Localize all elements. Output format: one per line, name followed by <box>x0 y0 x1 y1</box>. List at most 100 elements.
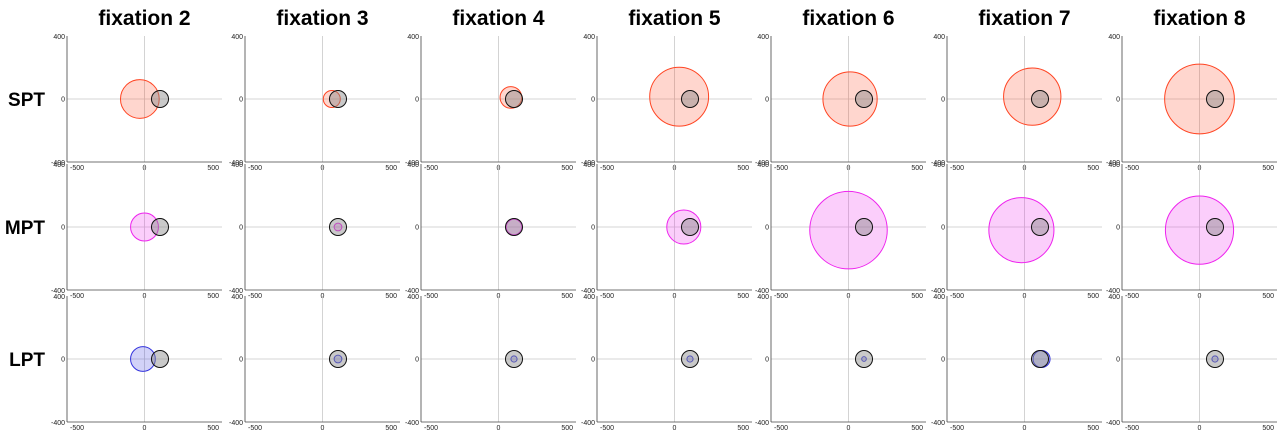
data-circle-lpt-f4 <box>510 355 518 363</box>
x-tick-left-spt-f6: -500 <box>774 165 788 172</box>
data-circle-mpt-f8 <box>1164 195 1235 265</box>
column-header-3: fixation 3 <box>276 7 368 30</box>
reference-circle-mpt-f7 <box>1030 217 1050 237</box>
x-tick-right-lpt-f2: 500 <box>207 425 219 432</box>
x-tick-right-lpt-f7: 500 <box>1087 425 1099 432</box>
y-tick-bottom-spt-f8: -400 <box>1106 160 1120 167</box>
data-circle-spt-f4 <box>499 86 523 109</box>
reference-circle-mpt-f8 <box>1205 217 1225 237</box>
y-tick-top-lpt-f8: 400 <box>1108 294 1120 301</box>
y-tick-zero-spt-f4: 0 <box>415 97 419 104</box>
x-tick-right-mpt-f7: 500 <box>1087 293 1099 300</box>
x-tick-left-spt-f3: -500 <box>248 165 262 172</box>
reference-circle-spt-f4 <box>504 89 524 109</box>
x-tick-right-lpt-f6: 500 <box>911 425 923 432</box>
y-tick-top-lpt-f2: 400 <box>53 294 65 301</box>
x-tick-left-spt-f5: -500 <box>600 165 614 172</box>
data-circle-mpt-f2 <box>130 212 159 242</box>
y-tick-zero-lpt-f2: 0 <box>61 357 65 364</box>
y-tick-top-spt-f8: 400 <box>1108 34 1120 41</box>
y-tick-bottom-mpt-f4: -400 <box>405 288 419 295</box>
reference-circle-lpt-f3 <box>328 349 348 369</box>
y-tick-bottom-mpt-f2: -400 <box>51 288 65 295</box>
reference-circle-lpt-f5 <box>680 349 700 369</box>
y-tick-top-lpt-f6: 400 <box>757 294 769 301</box>
y-tick-top-mpt-f6: 400 <box>757 162 769 169</box>
y-tick-bottom-mpt-f8: -400 <box>1106 288 1120 295</box>
x-tick-right-spt-f2: 500 <box>207 165 219 172</box>
x-tick-left-lpt-f8: -500 <box>1125 425 1139 432</box>
y-tick-bottom-spt-f6: -400 <box>755 160 769 167</box>
y-tick-zero-spt-f8: 0 <box>1116 97 1120 104</box>
reference-circle-lpt-f6 <box>854 349 874 369</box>
column-header-2: fixation 2 <box>98 7 190 30</box>
y-tick-bottom-spt-f7: -400 <box>931 160 945 167</box>
y-tick-zero-mpt-f4: 0 <box>415 225 419 232</box>
data-circle-mpt-f3 <box>333 222 343 232</box>
y-tick-zero-mpt-f3: 0 <box>239 225 243 232</box>
row-label-spt: SPT <box>8 90 45 111</box>
x-tick-right-mpt-f8: 500 <box>1262 293 1274 300</box>
x-tick-left-lpt-f5: -500 <box>600 425 614 432</box>
reference-circle-mpt-f2 <box>150 217 170 237</box>
y-tick-bottom-lpt-f5: -400 <box>581 420 595 427</box>
data-circle-lpt-f5 <box>686 355 694 363</box>
y-tick-zero-lpt-f4: 0 <box>415 357 419 364</box>
column-header-8: fixation 8 <box>1153 7 1246 30</box>
x-tick-zero-lpt-f5: 0 <box>673 425 677 432</box>
y-tick-bottom-spt-f5: -400 <box>581 160 595 167</box>
data-circle-spt-f2 <box>119 79 160 119</box>
y-tick-bottom-lpt-f3: -400 <box>229 420 243 427</box>
x-tick-left-lpt-f4: -500 <box>424 425 438 432</box>
x-tick-left-mpt-f8: -500 <box>1125 293 1139 300</box>
y-tick-zero-lpt-f5: 0 <box>591 357 595 364</box>
data-circle-lpt-f3 <box>333 354 343 364</box>
data-circle-spt-f5 <box>649 66 710 127</box>
row-label-mpt: MPT <box>5 218 46 239</box>
y-tick-top-mpt-f5: 400 <box>583 162 595 169</box>
y-tick-top-spt-f4: 400 <box>407 34 419 41</box>
y-tick-top-spt-f7: 400 <box>933 34 945 41</box>
x-tick-left-spt-f7: -500 <box>950 165 964 172</box>
x-tick-right-lpt-f8: 500 <box>1262 425 1274 432</box>
x-tick-right-spt-f5: 500 <box>737 165 749 172</box>
x-tick-left-mpt-f2: -500 <box>70 293 84 300</box>
x-tick-right-spt-f4: 500 <box>561 165 573 172</box>
y-tick-zero-lpt-f6: 0 <box>765 357 769 364</box>
y-tick-bottom-mpt-f5: -400 <box>581 288 595 295</box>
x-tick-left-mpt-f4: -500 <box>424 293 438 300</box>
x-tick-right-spt-f3: 500 <box>385 165 397 172</box>
y-tick-zero-spt-f7: 0 <box>941 97 945 104</box>
x-tick-zero-lpt-f7: 0 <box>1023 425 1027 432</box>
y-tick-top-lpt-f3: 400 <box>231 294 243 301</box>
y-tick-zero-lpt-f3: 0 <box>239 357 243 364</box>
y-tick-bottom-spt-f2: -400 <box>51 160 65 167</box>
data-circle-mpt-f6 <box>809 190 888 270</box>
x-tick-zero-lpt-f6: 0 <box>847 425 851 432</box>
column-header-6: fixation 6 <box>802 7 894 30</box>
reference-circle-spt-f7 <box>1030 89 1050 109</box>
x-tick-right-mpt-f2: 500 <box>207 293 219 300</box>
y-tick-top-spt-f3: 400 <box>231 34 243 41</box>
y-tick-zero-spt-f6: 0 <box>765 97 769 104</box>
reference-circle-lpt-f2 <box>150 349 170 369</box>
x-tick-right-mpt-f4: 500 <box>561 293 573 300</box>
y-tick-zero-spt-f2: 0 <box>61 97 65 104</box>
column-header-4: fixation 4 <box>452 7 545 30</box>
y-tick-top-mpt-f7: 400 <box>933 162 945 169</box>
x-tick-zero-lpt-f2: 0 <box>143 425 147 432</box>
reference-circle-lpt-f8 <box>1205 349 1225 369</box>
y-tick-bottom-lpt-f6: -400 <box>755 420 769 427</box>
y-tick-bottom-mpt-f3: -400 <box>229 288 243 295</box>
column-header-5: fixation 5 <box>628 7 721 30</box>
y-tick-top-mpt-f2: 400 <box>53 162 65 169</box>
y-tick-top-lpt-f4: 400 <box>407 294 419 301</box>
data-circle-lpt-f6 <box>861 356 867 362</box>
x-tick-left-lpt-f7: -500 <box>950 425 964 432</box>
y-tick-zero-mpt-f6: 0 <box>765 225 769 232</box>
reference-circle-spt-f8 <box>1205 89 1225 109</box>
x-tick-zero-lpt-f4: 0 <box>497 425 501 432</box>
reference-circle-mpt-f3 <box>328 217 348 237</box>
x-tick-right-mpt-f5: 500 <box>737 293 749 300</box>
